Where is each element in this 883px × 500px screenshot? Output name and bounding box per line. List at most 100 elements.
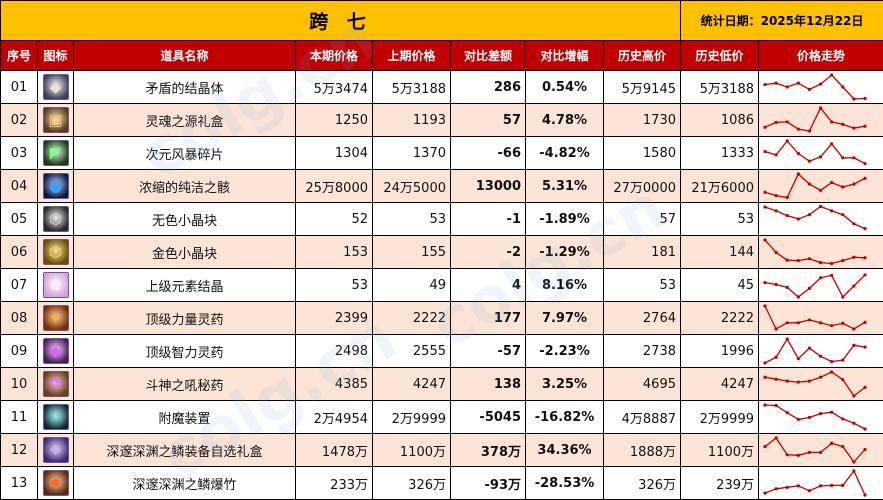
colorless-cube-icon: ⬡ [42,206,69,232]
sparkline-chart [763,238,867,266]
current-price: 4385 [295,367,373,401]
price-trend-sparkline [758,301,883,335]
history-high: 1888万 [603,433,681,467]
history-high: 53 [603,268,681,302]
sparkline-chart [763,337,867,365]
table-row: 11 ⌗ 附魔装置 2万4954 2万9999 -5045 -16.82% 4万… [0,400,883,434]
table-row: 12 ❖ 深邃深渊之鳞装备自选礼盒 1478万 1100万 378万 34.36… [0,433,883,467]
item-icon-cell: ❖ [37,433,74,467]
table-row: 05 ⬡ 无色小晶块 52 53 -1 -1.89% 57 53 [0,202,883,236]
price-change-pct: -1.29% [525,235,604,269]
header-icon: 图标 [37,40,74,71]
history-high: 2764 [603,301,681,335]
item-name: 次元风暴碎片 [73,136,296,170]
page-title: 跨 七 [0,0,681,41]
table-row: 09 ◆ 顶级智力灵药 2498 2555 -57 -2.23% 2738 19… [0,334,883,368]
item-icon-cell: ✦ [37,301,74,335]
sparkline-chart [763,403,867,431]
price-change-pct: 4.78% [525,103,604,137]
item-icon-cell: ◤ [37,136,74,170]
sparkline-chart [763,304,867,331]
row-index: 02 [0,103,38,137]
current-price: 1478万 [295,433,373,467]
history-low: 53 [680,202,759,236]
table-row: 03 ◤ 次元风暴碎片 1304 1370 -66 -4.82% 1580 13… [0,136,883,170]
history-low: 144 [680,235,759,269]
row-index: 06 [0,235,38,269]
table-row: 04 ● 浓缩的纯洁之骸 25万8000 24万5000 13000 5.31%… [0,169,883,203]
price-change-pct: 3.25% [525,367,604,401]
item-name: 顶级力量灵药 [73,301,296,335]
history-low: 4247 [680,367,759,401]
header-diff: 对比差额 [450,40,526,71]
history-low: 1100万 [680,433,759,467]
history-low: 5万3188 [680,70,759,104]
item-icon-cell: ⬡ [37,235,74,269]
item-icon-cell: ▣ [37,103,74,137]
price-change-pct: -16.82% [525,400,604,434]
history-high: 5万9145 [603,70,681,104]
price-change-pct: -1.89% [525,202,604,236]
price-trend-sparkline [758,433,883,467]
current-price: 2498 [295,334,373,368]
previous-price: 53 [372,202,451,236]
gold-cube-icon: ⬡ [42,239,69,265]
row-index: 01 [0,70,38,104]
history-low: 1996 [680,334,759,368]
price-change-pct: 5.31% [525,169,604,203]
row-index: 13 [0,466,38,500]
sparkline-chart [763,73,867,101]
row-index: 11 [0,400,38,434]
price-trend-sparkline [758,400,883,434]
table-row: 08 ✦ 顶级力量灵药 2399 2222 177 7.97% 2764 222… [0,301,883,335]
price-change-pct: 8.16% [525,268,604,302]
abyss-firecracker-icon: ✹ [42,470,69,496]
current-price: 2399 [295,301,373,335]
history-low: 2222 [680,301,759,335]
price-change-pct: -2.23% [525,334,604,368]
previous-price: 1193 [372,103,451,137]
row-index: 04 [0,169,38,203]
table-row: 10 ⚗ 斗神之吼秘药 4385 4247 138 3.25% 4695 424… [0,367,883,401]
price-change-pct: 7.97% [525,301,604,335]
price-diff: -2 [450,235,526,269]
price-diff: -1 [450,202,526,236]
history-low: 45 [680,268,759,302]
price-diff: 177 [450,301,526,335]
war-god-elixir-icon: ⚗ [42,371,69,397]
history-low: 1086 [680,103,759,137]
price-diff: -93万 [450,466,526,500]
price-trend-sparkline [758,367,883,401]
header-change-pct: 对比增幅 [525,40,604,71]
current-price: 5万3474 [295,70,373,104]
previous-price: 2222 [372,301,451,335]
previous-price: 1370 [372,136,451,170]
price-diff: -66 [450,136,526,170]
element-crystal-icon: ✿ [42,272,69,298]
price-trend-sparkline [758,169,883,203]
strength-potion-icon: ✦ [42,305,69,331]
stat-date: 统计日期：2025年12月22日 [680,0,883,41]
sparkline-chart [763,106,867,133]
history-high: 2738 [603,334,681,368]
header-history-low: 历史低价 [680,40,759,71]
previous-price: 5万3188 [372,70,451,104]
price-trend-sparkline [758,136,883,170]
item-name: 金色小晶块 [73,235,296,269]
sparkline-chart [763,139,867,166]
price-diff: 286 [450,70,526,104]
item-name: 无色小晶块 [73,202,296,236]
item-name: 顶级智力灵药 [73,334,296,368]
item-name: 灵魂之源礼盒 [73,103,296,137]
current-price: 53 [295,268,373,302]
header-item-name: 道具名称 [73,40,296,71]
history-high: 181 [603,235,681,269]
header-row: 序号 图标 道具名称 本期价格 上期价格 对比差额 对比增幅 历史高价 历史低价… [0,40,883,71]
price-change-pct: -28.53% [525,466,604,500]
current-price: 52 [295,202,373,236]
row-index: 07 [0,268,38,302]
table-row: 01 ◆ 矛盾的结晶体 5万3474 5万3188 286 0.54% 5万91… [0,70,883,104]
sparkline-chart [763,469,867,497]
previous-price: 1100万 [372,433,451,467]
row-index: 12 [0,433,38,467]
